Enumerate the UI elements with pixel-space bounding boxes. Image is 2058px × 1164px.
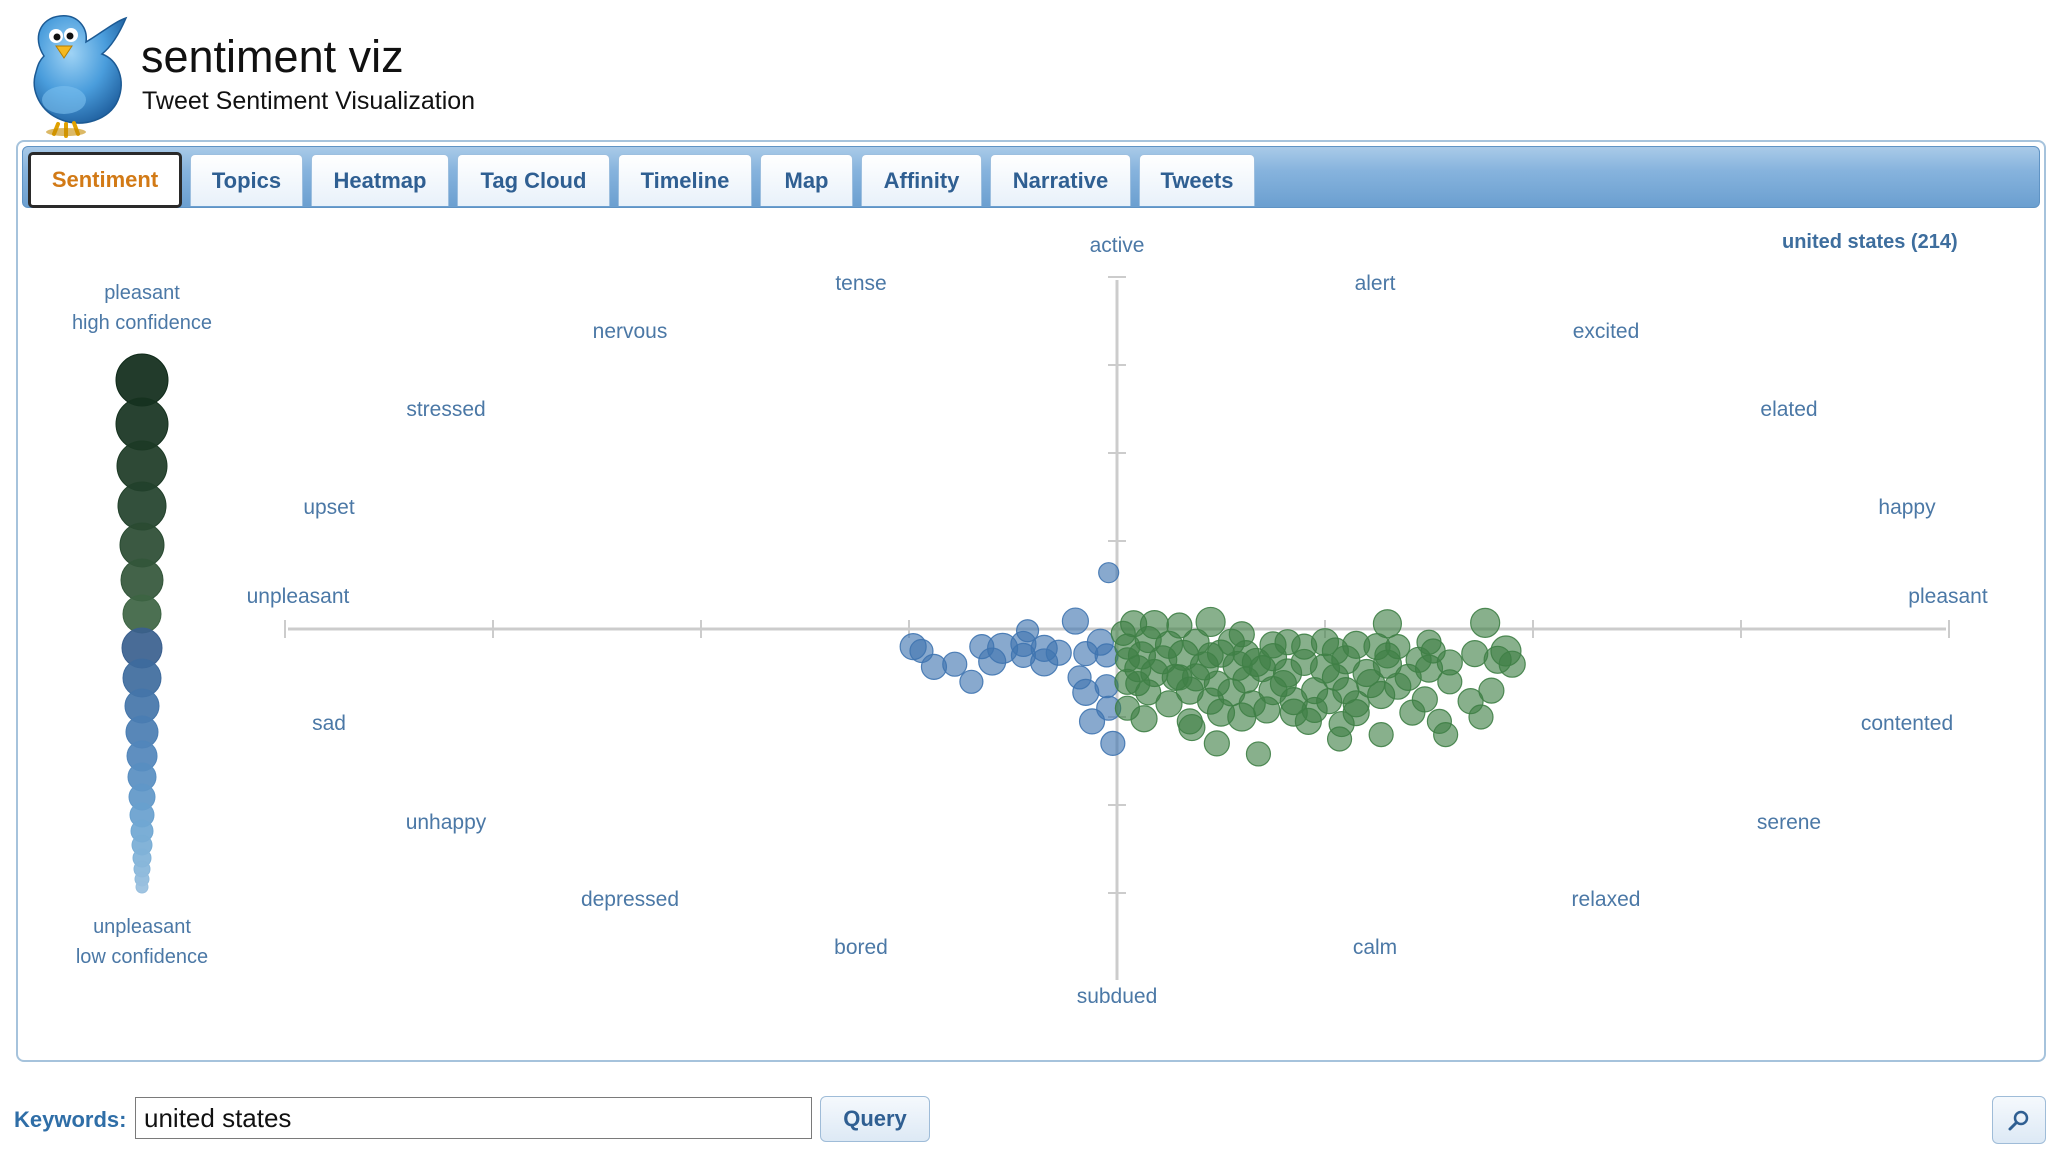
tweet-point	[1203, 670, 1230, 697]
confidence-legend: pleasant high confidence unpleasant low con…	[72, 282, 212, 968]
tweet-point	[1061, 607, 1090, 635]
emotion-label-pleasant: pleasant	[1908, 585, 1988, 608]
legend-bottom-label: unpleasant	[93, 916, 191, 938]
keywords-input[interactable]	[135, 1097, 812, 1139]
legend-swatch	[122, 594, 162, 634]
emotion-label-upset: upset	[303, 496, 355, 519]
tab-tweets[interactable]: Tweets	[1139, 154, 1255, 206]
tweet-point	[1253, 696, 1281, 724]
emotion-label-contented: contented	[1861, 712, 1953, 735]
legend-bottom-sublabel: low confidence	[76, 946, 208, 968]
tweet-point	[1301, 696, 1328, 724]
tab-heatmap[interactable]: Heatmap	[311, 154, 449, 206]
tab-tag-cloud[interactable]: Tag Cloud	[457, 154, 610, 206]
tab-sentiment[interactable]: Sentiment	[28, 152, 182, 208]
tweet-point	[1426, 708, 1453, 735]
emotion-label-excited: excited	[1573, 320, 1640, 343]
tweet-point	[1372, 609, 1403, 639]
app-title: sentiment viz	[141, 31, 404, 82]
tab-topics[interactable]: Topics	[190, 154, 303, 206]
tweet-point	[1134, 625, 1162, 654]
keywords-label: Keywords:	[14, 1107, 127, 1132]
tweet-point	[1166, 664, 1193, 691]
emotion-label-unhappy: unhappy	[406, 811, 487, 834]
emotion-label-unpleasant: unpleasant	[247, 585, 350, 608]
tweet-point	[1232, 640, 1260, 668]
tweet-point	[1478, 677, 1505, 704]
emotion-label-nervous: nervous	[593, 320, 668, 343]
main-panel	[16, 140, 2046, 1062]
emotion-label-depressed: depressed	[581, 888, 679, 911]
legend-top-sublabel: high confidence	[72, 312, 212, 334]
tweet-point	[959, 669, 984, 694]
tweet-point	[1110, 620, 1136, 647]
tweet-points	[899, 562, 1526, 767]
tweet-point	[1321, 663, 1350, 692]
emotion-label-tense: tense	[835, 272, 886, 295]
emotion-label-elated: elated	[1760, 398, 1817, 421]
tweet-point	[1197, 642, 1224, 669]
tweet-point	[1227, 702, 1257, 732]
tweet-point	[1468, 704, 1494, 730]
tweet-point	[969, 633, 995, 660]
tab-timeline[interactable]: Timeline	[618, 154, 752, 206]
tweet-point	[1342, 698, 1370, 727]
app-subtitle: Tweet Sentiment Visualization	[142, 87, 476, 115]
emotion-labels: active subdued pleasant unpleasant tense nerv…	[247, 234, 1988, 1008]
emotion-label-bored: bored	[834, 936, 888, 959]
tweet-point	[1384, 672, 1412, 700]
tweet-point	[1203, 730, 1230, 757]
tweet-point	[920, 653, 948, 680]
tweet-point	[1178, 713, 1206, 742]
tweet-point	[1010, 642, 1037, 669]
tweet-point	[1399, 699, 1426, 726]
tweet-point	[1098, 562, 1120, 584]
tweet-point	[1405, 646, 1432, 673]
legend-top-label: pleasant	[104, 282, 180, 304]
emotion-label-serene: serene	[1757, 811, 1821, 834]
twitter-bird-logo	[22, 8, 134, 138]
result-count-label: united states (214)	[1782, 231, 1958, 253]
emotion-label-alert: alert	[1355, 272, 1396, 295]
tweet-point	[1470, 607, 1501, 638]
tweet-point	[1368, 721, 1394, 748]
tweet-point	[1274, 629, 1301, 656]
tweet-point	[1385, 633, 1411, 660]
tweet-point	[1269, 669, 1298, 698]
tweet-point	[1094, 674, 1119, 699]
zoom-button[interactable]	[1992, 1096, 2046, 1144]
emotion-label-active: active	[1090, 234, 1145, 257]
tab-map[interactable]: Map	[760, 154, 853, 206]
magnifier-icon	[2008, 1110, 2029, 1131]
tab-narrative[interactable]: Narrative	[990, 154, 1131, 206]
emotion-label-subdued: subdued	[1077, 985, 1158, 1008]
tweet-point	[1326, 726, 1353, 752]
emotion-label-happy: happy	[1878, 496, 1936, 519]
tweet-point	[1356, 668, 1386, 699]
tab-affinity[interactable]: Affinity	[861, 154, 982, 206]
tweet-point	[1437, 669, 1463, 695]
tweet-point	[1114, 647, 1141, 673]
tweet-point	[1125, 670, 1151, 697]
tweet-point	[1195, 606, 1226, 638]
tweet-point	[1245, 741, 1272, 767]
tweet-point	[1130, 705, 1158, 733]
tweet-point	[1100, 730, 1126, 757]
emotion-label-sad: sad	[312, 712, 346, 735]
legend-swatch	[135, 880, 149, 894]
emotion-label-relaxed: relaxed	[1572, 888, 1641, 911]
tweet-point	[1498, 650, 1526, 678]
emotion-label-stressed: stressed	[406, 398, 485, 421]
emotion-label-calm: calm	[1353, 936, 1397, 959]
tweet-point	[1078, 708, 1106, 735]
tweet-point	[1155, 690, 1183, 718]
query-button[interactable]: Query	[820, 1096, 930, 1142]
